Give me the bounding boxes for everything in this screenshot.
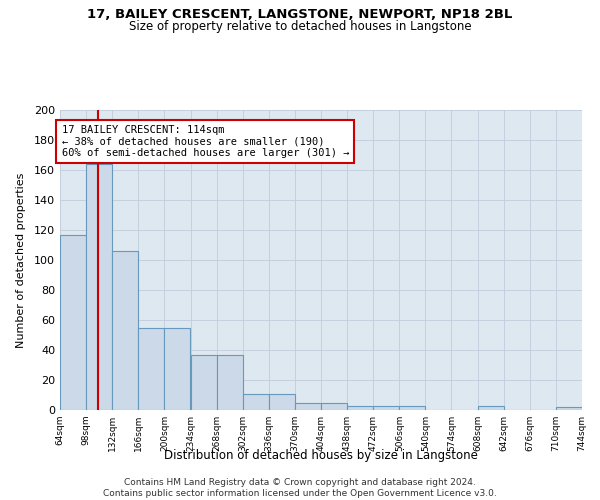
Bar [400,406,425,410]
Bar [373,406,400,410]
Bar [478,406,504,410]
Text: 17 BAILEY CRESCENT: 114sqm
← 38% of detached houses are smaller (190)
60% of sem: 17 BAILEY CRESCENT: 114sqm ← 38% of deta… [62,125,349,158]
Bar [295,402,321,410]
Text: Contains HM Land Registry data © Crown copyright and database right 2024.
Contai: Contains HM Land Registry data © Crown c… [103,478,497,498]
Text: 17, BAILEY CRESCENT, LANGSTONE, NEWPORT, NP18 2BL: 17, BAILEY CRESCENT, LANGSTONE, NEWPORT,… [88,8,512,20]
Bar [321,402,347,410]
Bar [86,164,112,410]
Bar [347,406,373,410]
Bar [112,251,138,410]
Bar [164,328,190,410]
Y-axis label: Number of detached properties: Number of detached properties [16,172,26,348]
Bar [269,394,295,410]
Bar [217,354,242,410]
Bar [191,354,217,410]
Bar [60,234,86,410]
Text: Distribution of detached houses by size in Langstone: Distribution of detached houses by size … [164,450,478,462]
Text: Size of property relative to detached houses in Langstone: Size of property relative to detached ho… [128,20,472,33]
Bar [139,328,164,410]
Bar [242,394,269,410]
Bar [556,407,582,410]
